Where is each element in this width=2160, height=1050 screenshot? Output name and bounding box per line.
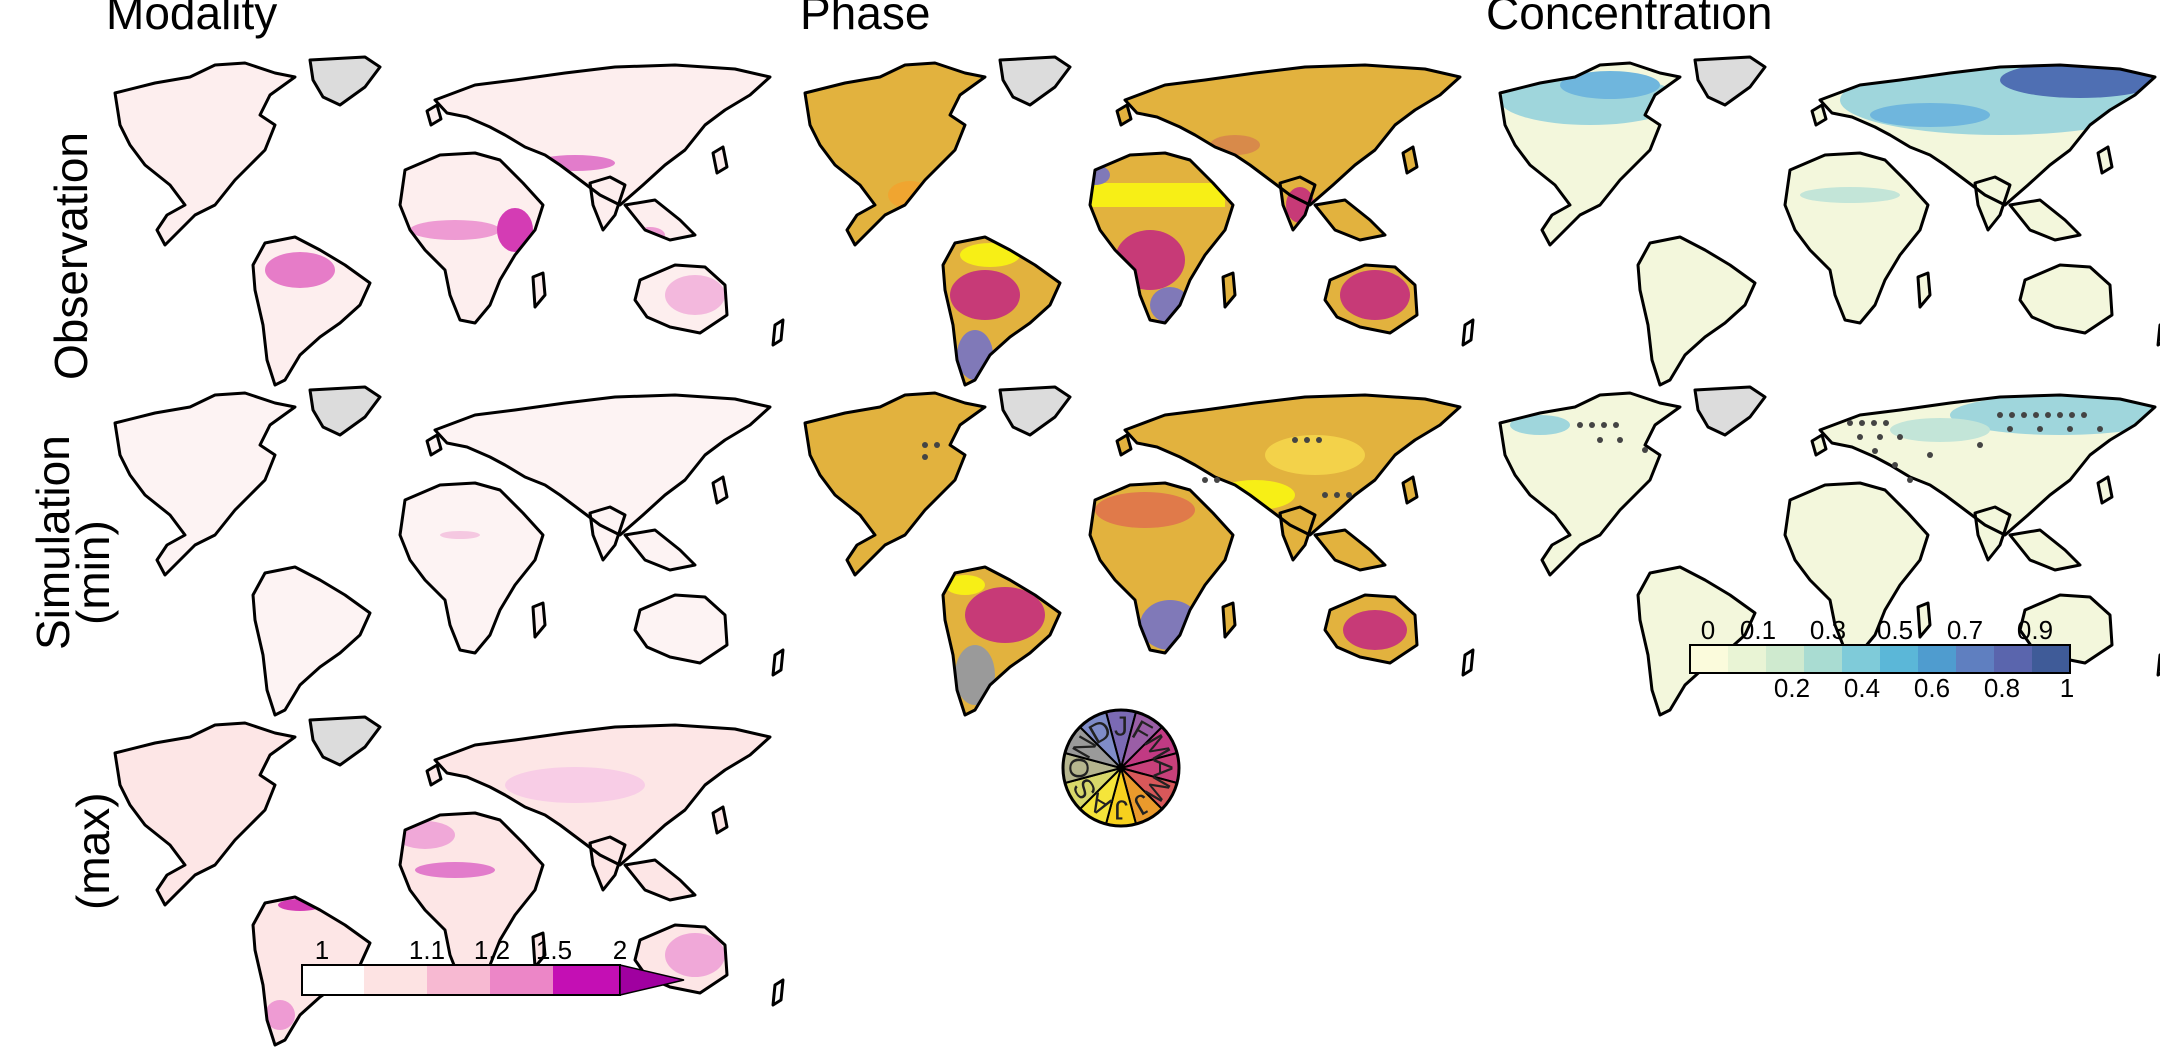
modality-legend-swatch — [553, 965, 620, 995]
concentration-legend-swatch — [1956, 645, 1995, 673]
concentration-legend-top-label: 0.5 — [1877, 615, 1913, 645]
map-concentration-observation — [1500, 57, 2160, 385]
modality-legend-swatch — [364, 965, 427, 995]
concentration-legend-bottom-label: 1 — [2060, 673, 2074, 703]
concentration-legend-swatch — [1994, 645, 2033, 673]
column-title-modality: Modality — [106, 0, 278, 39]
concentration-legend: 0 0.1 0.3 0.5 0.7 0.9 0.2 0.4 0.6 0.8 1 — [1689, 615, 2074, 703]
modality-legend-label: 1.2 — [474, 935, 510, 965]
column-title-phase: Phase — [800, 0, 931, 39]
concentration-legend-top-label: 0.7 — [1947, 615, 1983, 645]
map-modality-simulation-min — [115, 387, 783, 715]
modality-legend-swatch — [302, 965, 364, 995]
modality-legend-label: 1.5 — [536, 935, 572, 965]
modality-legend-label: 2 — [613, 935, 627, 965]
modality-legend: 1 1.1 1.2 1.5 2 — [301, 935, 685, 996]
concentration-legend-swatch — [1880, 645, 1919, 673]
concentration-legend-top-label: 0.3 — [1810, 615, 1846, 645]
modality-legend-label: 1 — [315, 935, 329, 965]
modality-legend-swatch — [490, 965, 553, 995]
significance-dots — [922, 437, 1352, 498]
concentration-legend-top-label: 0.1 — [1740, 615, 1776, 645]
concentration-legend-swatch — [2032, 645, 2071, 673]
phase-wheel-month-label: J — [1114, 795, 1128, 826]
phase-wheel-month-label: J — [1114, 711, 1128, 742]
phase-wheel-rim — [1061, 708, 1181, 828]
concentration-legend-swatch — [1804, 645, 1843, 673]
concentration-legend-top-label: 0 — [1701, 615, 1715, 645]
map-concentration-simulation-min — [1500, 387, 2160, 715]
concentration-legend-bottom-label: 0.2 — [1774, 673, 1810, 703]
significance-dots — [1577, 412, 2103, 483]
concentration-legend-swatch — [1766, 645, 1805, 673]
map-modality-observation — [115, 57, 783, 385]
map-phase-observation — [805, 57, 1473, 385]
concentration-legend-swatch — [1842, 645, 1881, 673]
concentration-legend-swatch — [1728, 645, 1767, 673]
concentration-legend-bottom-label: 0.6 — [1914, 673, 1950, 703]
phase-wheel-month-label: O — [1064, 757, 1095, 779]
concentration-legend-top-label: 0.9 — [2017, 615, 2053, 645]
modality-legend-swatch — [427, 965, 490, 995]
map-phase-simulation-min — [805, 387, 1473, 715]
phase-wheel-month-label: A — [1148, 759, 1179, 778]
concentration-legend-bottom-label: 0.4 — [1844, 673, 1880, 703]
concentration-legend-swatch — [1918, 645, 1957, 673]
column-title-concentration: Concentration — [1486, 0, 1773, 39]
modality-legend-label: 1.1 — [409, 935, 445, 965]
concentration-legend-bottom-label: 0.8 — [1984, 673, 2020, 703]
concentration-legend-swatch — [1690, 645, 1729, 673]
